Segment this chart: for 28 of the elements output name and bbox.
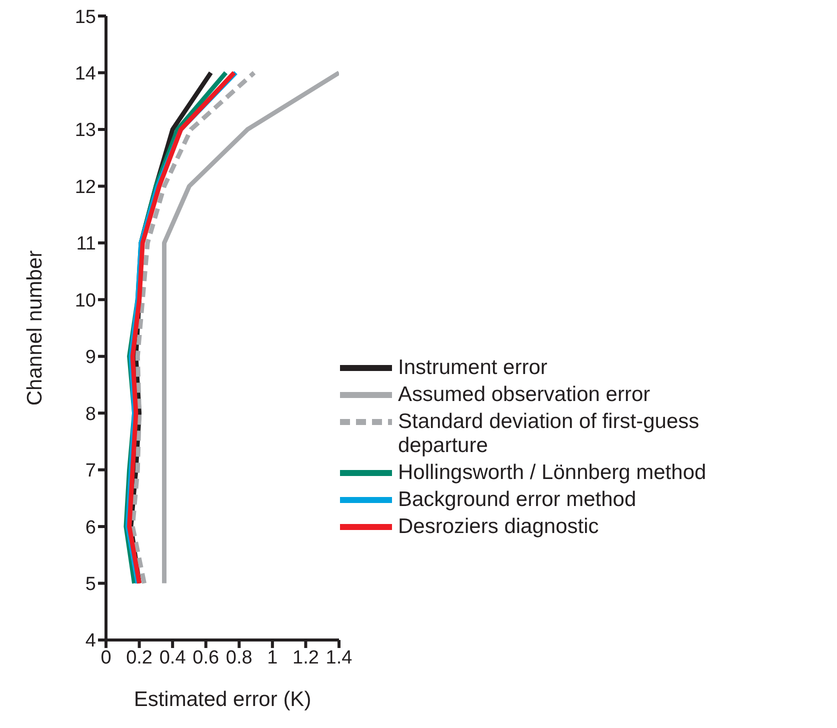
legend-label: Hollingsworth / Lönnberg method bbox=[398, 461, 706, 485]
x-tick-label: 0.4 bbox=[159, 647, 186, 668]
y-tick-label: 4 bbox=[85, 630, 96, 652]
y-tick-label: 12 bbox=[74, 176, 96, 198]
y-tick-label: 15 bbox=[74, 6, 96, 28]
x-tick-label: 1 bbox=[267, 647, 278, 668]
y-tick-label: 9 bbox=[85, 347, 96, 368]
x-tick-label: 1.4 bbox=[326, 647, 353, 668]
x-tick-label: 0 bbox=[100, 647, 112, 668]
y-tick-label: 11 bbox=[76, 234, 96, 255]
x-tick-label: 0.2 bbox=[126, 647, 152, 668]
legend-label: Instrument error bbox=[398, 356, 548, 380]
y-tick-label: 14 bbox=[74, 63, 96, 84]
y-tick-label: 8 bbox=[85, 404, 96, 425]
y-tick-label: 10 bbox=[74, 290, 96, 312]
legend-label: Background error method bbox=[398, 488, 636, 512]
legend-label: Assumed observation error bbox=[398, 383, 650, 407]
x-tick-label: 1.2 bbox=[292, 647, 319, 668]
y-tick-label: 7 bbox=[85, 460, 96, 482]
y-axis-title: Channel number bbox=[23, 250, 46, 406]
x-axis-title: Estimated error (K) bbox=[134, 688, 312, 711]
legend-label: Standard deviation of first-guess departure bbox=[398, 410, 700, 458]
y-tick-label: 13 bbox=[74, 120, 96, 142]
x-tick-label: 0.6 bbox=[192, 647, 220, 668]
legend-label: Desroziers diagnostic bbox=[398, 515, 599, 539]
y-tick-label: 6 bbox=[85, 517, 96, 538]
x-tick-label: 0.8 bbox=[226, 647, 252, 668]
y-tick-label: 5 bbox=[85, 574, 96, 596]
